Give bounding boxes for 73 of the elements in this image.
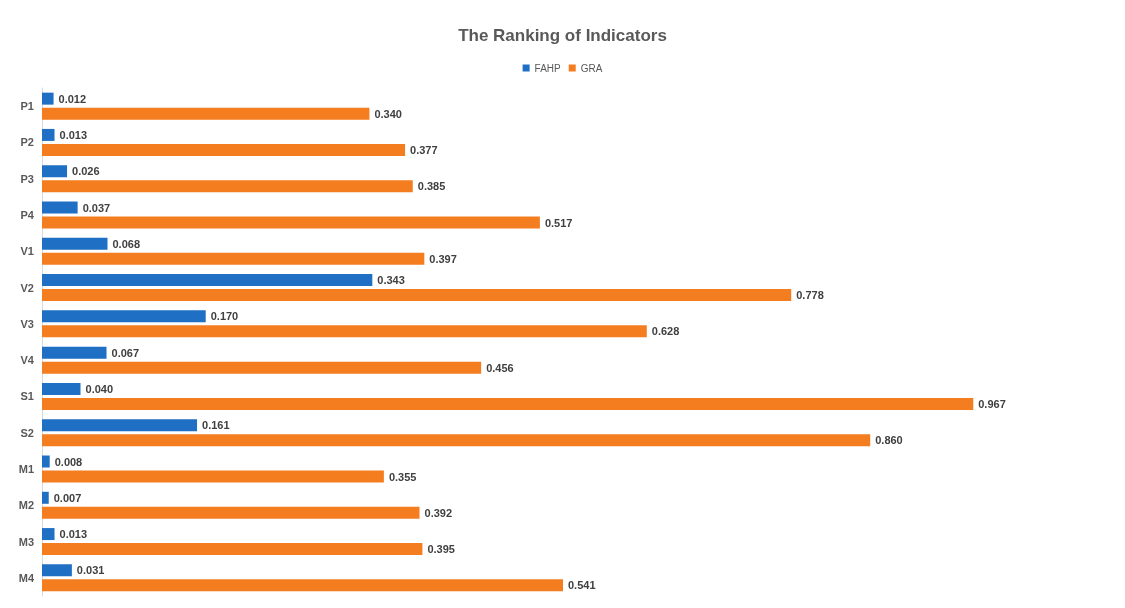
data-label: 0.860 bbox=[875, 434, 903, 447]
data-label: 0.397 bbox=[429, 252, 457, 265]
data-label: 0.967 bbox=[978, 397, 1006, 410]
y-tick-label: P1 bbox=[20, 100, 34, 113]
bar bbox=[42, 180, 413, 193]
bar bbox=[42, 274, 373, 287]
bar bbox=[42, 491, 49, 504]
data-label: 0.355 bbox=[388, 470, 417, 483]
data-label: 0.628 bbox=[651, 325, 680, 338]
y-tick-label: S2 bbox=[20, 426, 34, 439]
y-tick-label: P2 bbox=[20, 136, 34, 149]
data-label: 0.456 bbox=[486, 361, 514, 374]
bar bbox=[42, 325, 647, 338]
data-label: 0.541 bbox=[568, 579, 596, 592]
y-tick-label: M4 bbox=[18, 571, 35, 584]
y-tick-label: M2 bbox=[18, 499, 34, 512]
data-label: 0.013 bbox=[59, 128, 88, 141]
bar bbox=[42, 564, 72, 577]
bar bbox=[42, 289, 792, 302]
bar bbox=[42, 216, 540, 229]
data-label: 0.037 bbox=[82, 201, 111, 214]
data-label: 0.031 bbox=[76, 564, 105, 577]
data-label: 0.012 bbox=[58, 92, 87, 105]
y-tick-label: V3 bbox=[20, 317, 34, 330]
bar bbox=[42, 107, 370, 120]
data-label: 0.170 bbox=[210, 310, 239, 323]
bar bbox=[42, 543, 423, 556]
data-label: 0.008 bbox=[54, 455, 83, 468]
data-label: 0.517 bbox=[544, 216, 573, 229]
data-label: 0.395 bbox=[427, 543, 455, 556]
data-label: 0.040 bbox=[85, 382, 114, 395]
data-label: 0.013 bbox=[59, 528, 88, 541]
y-tick-label: V2 bbox=[20, 281, 34, 294]
y-tick-label: M1 bbox=[18, 463, 34, 475]
bar bbox=[42, 237, 108, 250]
data-label: 0.778 bbox=[796, 289, 824, 302]
y-tick-label: P3 bbox=[20, 172, 34, 185]
y-tick-label: V1 bbox=[20, 245, 34, 258]
bar bbox=[42, 92, 54, 105]
bar bbox=[42, 346, 107, 359]
bar bbox=[42, 128, 55, 141]
data-label: 0.161 bbox=[202, 419, 230, 432]
bar bbox=[42, 310, 206, 323]
data-label: 0.340 bbox=[374, 107, 402, 120]
data-label: 0.392 bbox=[424, 506, 453, 519]
bar bbox=[42, 382, 81, 395]
bar bbox=[42, 361, 482, 374]
bar bbox=[42, 455, 50, 468]
bar bbox=[42, 470, 384, 483]
legend-label: GRA bbox=[580, 62, 603, 74]
y-tick-label: S1 bbox=[20, 390, 34, 403]
bar bbox=[42, 434, 871, 447]
data-label: 0.068 bbox=[112, 237, 141, 250]
bar bbox=[42, 506, 420, 519]
bar bbox=[42, 165, 68, 178]
chart-title: The Ranking of Indicators bbox=[458, 26, 667, 45]
y-tick-label: M3 bbox=[18, 535, 34, 548]
y-tick-label: P4 bbox=[20, 209, 35, 221]
data-label: 0.385 bbox=[417, 180, 446, 193]
bar bbox=[42, 397, 974, 410]
data-label: 0.377 bbox=[410, 143, 438, 156]
bar bbox=[42, 579, 563, 592]
data-label: 0.007 bbox=[53, 491, 82, 504]
bar bbox=[42, 252, 425, 265]
legend-label: FAHP bbox=[534, 62, 562, 74]
bar bbox=[42, 201, 78, 214]
data-label: 0.026 bbox=[72, 165, 100, 178]
bar bbox=[42, 419, 198, 432]
bar bbox=[42, 528, 55, 541]
data-label: 0.343 bbox=[377, 274, 405, 287]
bar bbox=[42, 143, 406, 156]
y-tick-label: V4 bbox=[20, 354, 35, 367]
data-label: 0.067 bbox=[111, 346, 140, 359]
